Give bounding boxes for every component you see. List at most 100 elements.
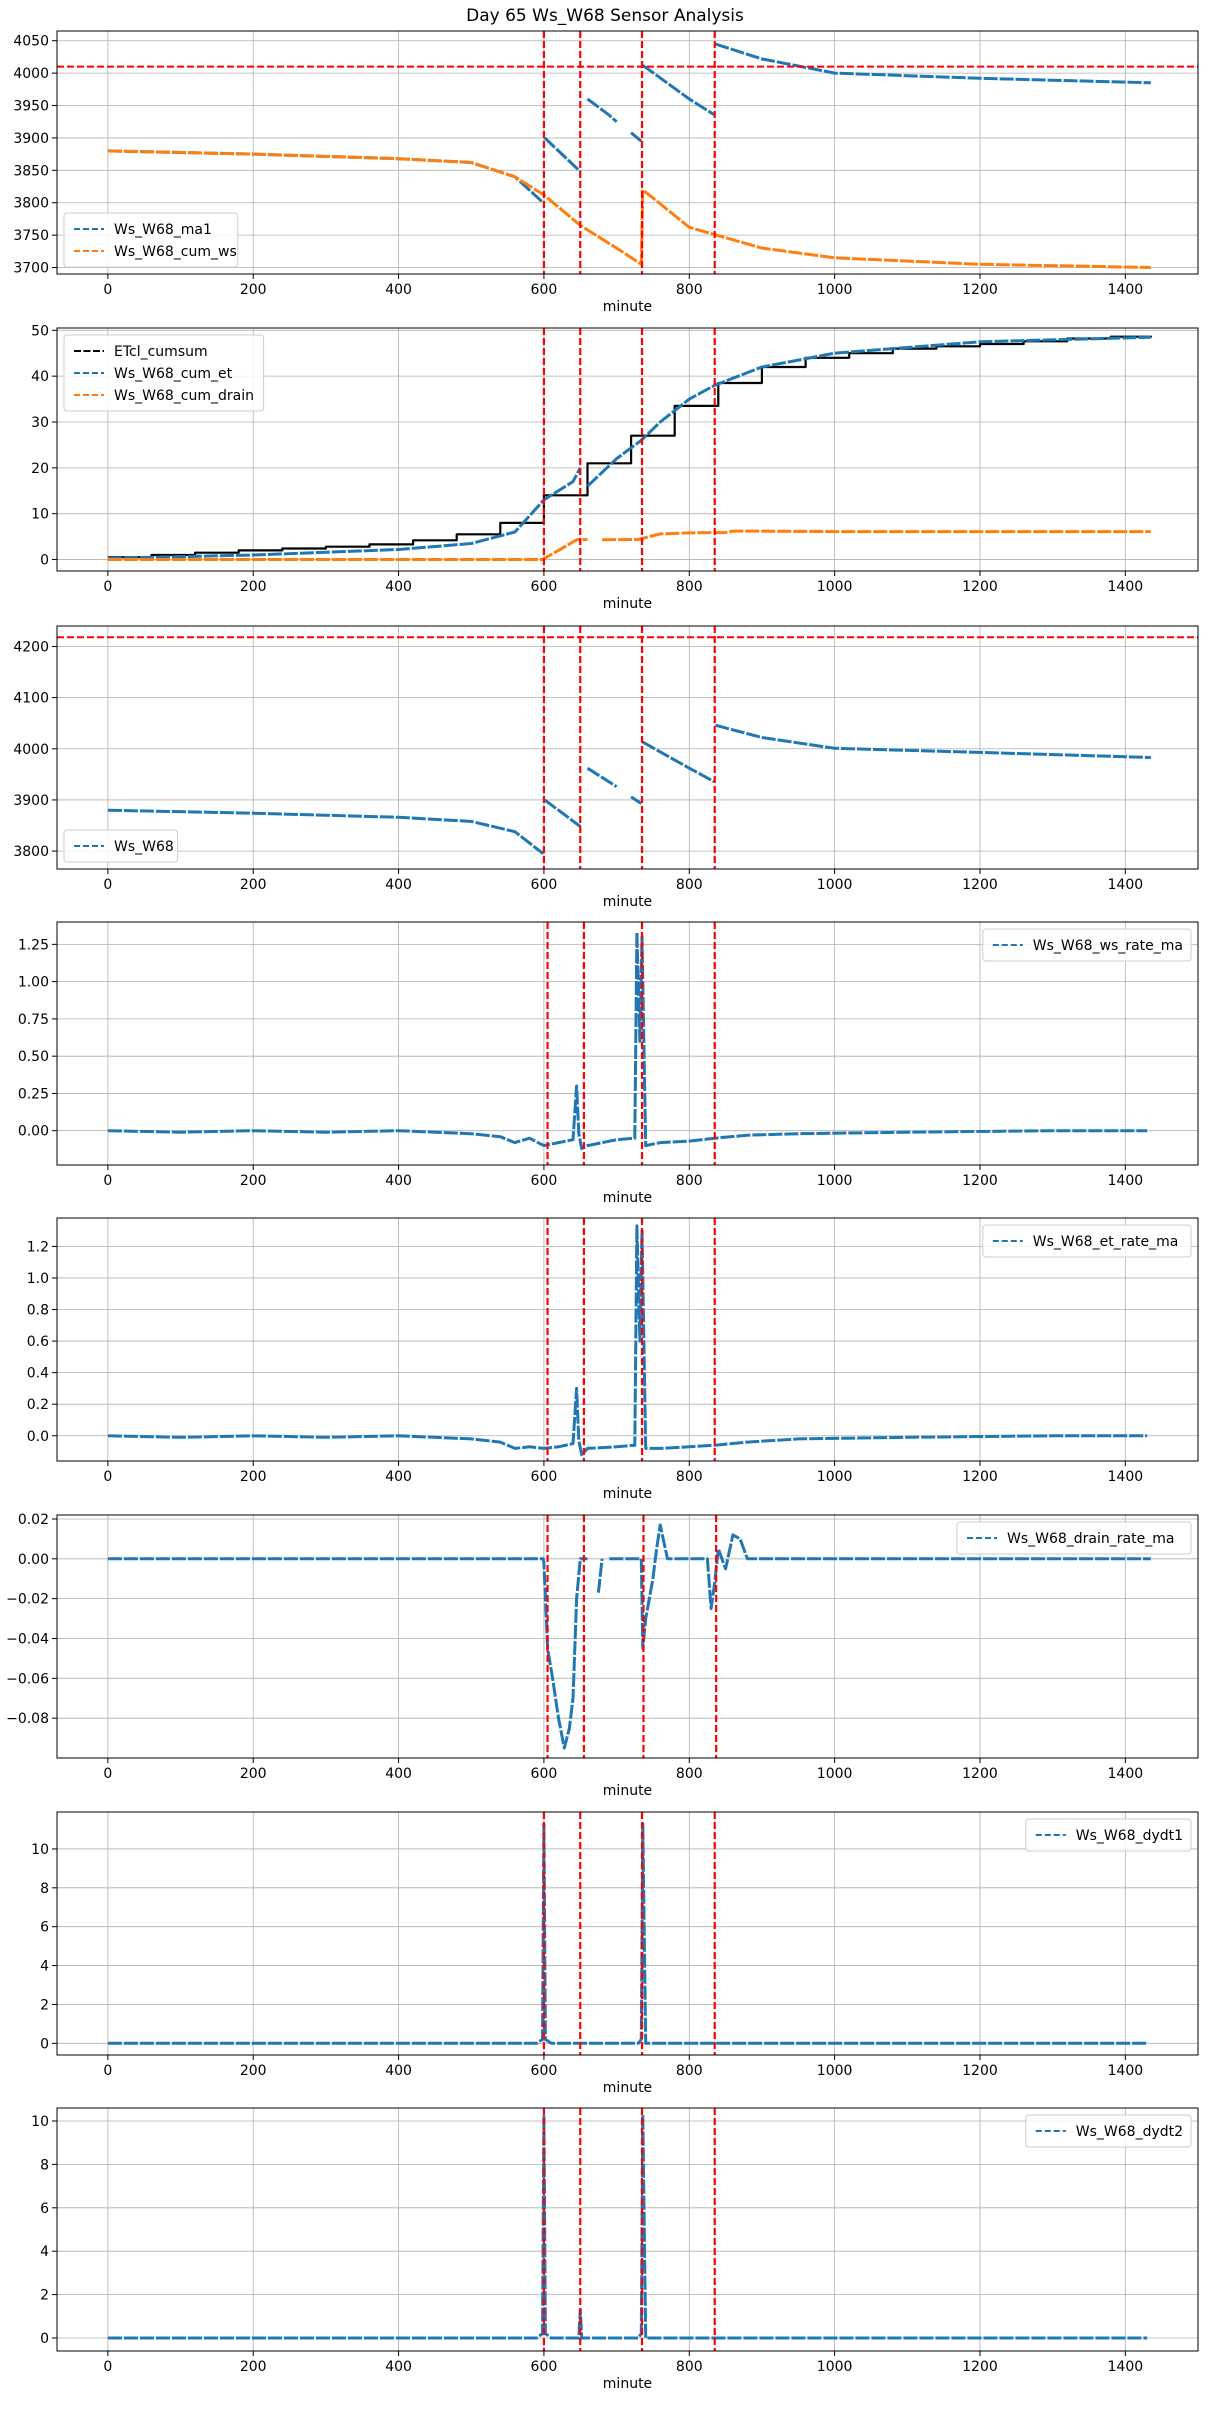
y-tick-label: −0.02 [6,1592,49,1608]
x-tick-label: 200 [240,1173,267,1189]
x-tick-label: 600 [531,2063,558,2079]
x-tick-label: 200 [240,1766,267,1782]
y-tick-label: −0.06 [6,1671,49,1687]
chart-panel-2: 0 200 400 600 800 1000 1200 1400 0 10 20 30 40 50 minu… [31,323,1199,612]
y-tick-label: 6 [40,1920,49,1936]
x-tick-label: 1400 [1108,2359,1144,2375]
x-tick-label: 0 [103,282,112,298]
y-tick-label: 2 [40,1997,49,2013]
legend-box [1025,1818,1192,1852]
y-tick-label: 6 [40,2201,49,2217]
plot-area [57,626,1198,869]
axes-frame [56,1217,1199,1462]
legend-entry: ETcl_cumsum [114,344,208,360]
x-tick-label: 0 [103,877,112,893]
y-tick-label: 1.0 [27,1271,49,1287]
x-tick-label: 800 [676,1766,703,1782]
x-tick-label: 600 [531,1469,558,1485]
legend-box [982,1224,1192,1258]
y-tick-label: 0.75 [18,1012,49,1028]
x-tick-label: 0 [103,1173,112,1189]
x-tick-label: 800 [676,282,703,298]
x-axis-label: minute [603,596,652,612]
x-axis-label: minute [603,1486,652,1502]
y-tick-label: 1.2 [27,1239,49,1255]
y-tick-label: 4000 [13,66,49,82]
legend-box [956,1521,1192,1555]
x-tick-label: 400 [385,2359,412,2375]
legend-entry: Ws_W68_cum_drain [114,388,254,404]
x-tick-label: 1000 [817,282,853,298]
y-tick-label: 3750 [13,228,49,244]
x-tick-label: 800 [676,2359,703,2375]
x-tick-label: 200 [240,1469,267,1485]
chart-panel-1: 0 200 400 600 800 1000 1200 1400 3700 3750 3800 385… [13,30,1199,315]
x-tick-label: 0 [103,1766,112,1782]
y-tick-label: 0 [40,2331,49,2347]
y-tick-label: 0.8 [27,1303,49,1319]
y-tick-label: 10 [31,507,49,523]
y-tick-label: 0.02 [18,1512,49,1528]
x-tick-label: 600 [531,579,558,595]
legend-entry: Ws_W68_dydt2 [1076,2124,1183,2140]
x-tick-label: 0 [103,2359,112,2375]
y-tick-label: −0.08 [6,1711,49,1727]
x-tick-label: 800 [676,1173,703,1189]
x-tick-label: 1400 [1108,579,1144,595]
legend-box [63,829,179,863]
x-tick-label: 400 [385,1469,412,1485]
legend: Ws_W68_dydt2 [1025,2114,1192,2148]
x-axis-label: minute [603,894,652,910]
x-tick-label: 1200 [962,1766,998,1782]
legend-box [982,928,1192,962]
x-axis-label: minute [603,2376,652,2392]
x-tick-label: 800 [676,1469,703,1485]
x-tick-label: 600 [531,1766,558,1782]
legend-box [63,334,265,412]
x-tick-label: 200 [240,579,267,595]
x-tick-label: 1200 [962,282,998,298]
chart-panels: 0 200 400 600 800 1000 1200 1400370037503800385… [6,30,1199,2392]
legend: Ws_W68_ws_rate_ma [982,928,1192,962]
x-tick-label: 800 [676,2063,703,2079]
plot-area [57,922,1198,1165]
y-tick-label: 8 [40,2157,49,2173]
x-tick-label: 1000 [817,1173,853,1189]
figure-title: Day 65 Ws_W68 Sensor Analysis [466,6,744,26]
x-tick-label: 1000 [817,2359,853,2375]
y-tick-label: 30 [31,415,49,431]
x-tick-label: 1000 [817,877,853,893]
y-tick-label: 0.6 [27,1334,49,1350]
y-tick-label: 0.2 [27,1397,49,1413]
series-line-Ws_W68_cum_ws [107,149,1151,269]
legend-box [1025,2114,1192,2148]
chart-panel-4: 0 200 400 600 800 1000 1200 1400 0.00 0.25 0.50 0.7… [18,921,1199,1206]
x-tick-label: 1400 [1108,1766,1144,1782]
y-tick-label: 0.4 [27,1366,49,1382]
y-tick-label: 4050 [13,34,49,50]
x-tick-label: 1000 [817,1469,853,1485]
x-tick-label: 1400 [1108,877,1144,893]
x-tick-label: 1400 [1108,1173,1144,1189]
x-tick-label: 200 [240,2359,267,2375]
x-tick-label: 1000 [817,579,853,595]
y-tick-label: 0.00 [18,1552,49,1568]
x-tick-label: 0 [103,1469,112,1485]
legend-entry: Ws_W68_drain_rate_ma [1007,1531,1174,1547]
axes-frame [56,625,1199,870]
x-axis-label: minute [603,1783,652,1799]
y-tick-label: 0 [40,553,49,569]
x-tick-label: 400 [385,1766,412,1782]
y-tick-label: 3900 [13,131,49,147]
x-tick-label: 600 [531,2359,558,2375]
y-tick-label: 50 [31,323,49,339]
plot-area [57,2108,1198,2351]
legend: ETcl_cumsum Ws_W68_cum_et Ws_W68_cum_drain [63,334,265,412]
y-tick-label: 0.00 [18,1124,49,1140]
y-tick-label: 3700 [13,261,49,277]
x-tick-label: 600 [531,282,558,298]
y-tick-label: 0.0 [27,1429,49,1445]
series-line-Ws_W68_cum_et [107,335,1151,560]
legend-box [63,212,239,268]
legend-entry: Ws_W68 [114,839,174,855]
